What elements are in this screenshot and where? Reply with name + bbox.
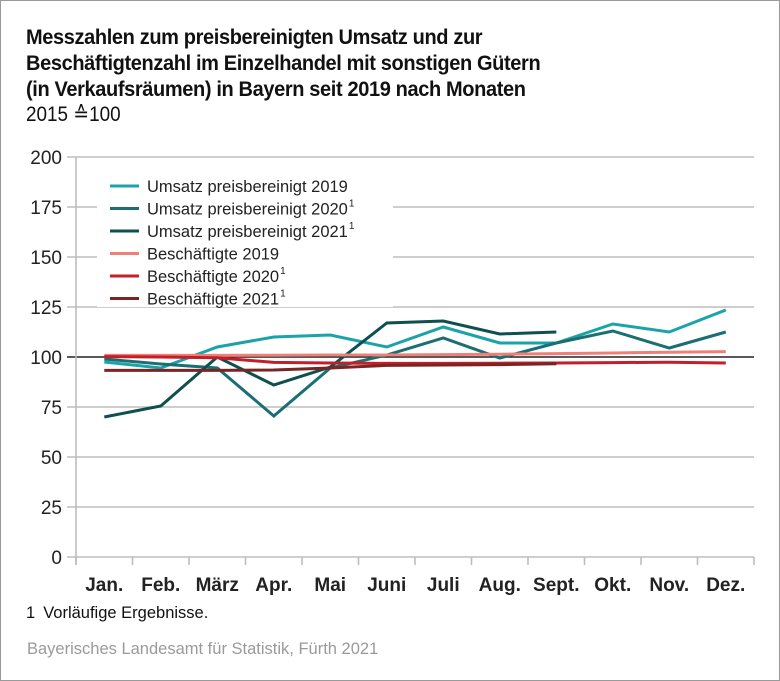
x-tick-label: Apr. <box>255 575 292 596</box>
y-tick-label: 100 <box>30 348 62 369</box>
legend-label: Beschäftigte 2021 <box>147 291 279 309</box>
source-credit: Bayerisches Landesamt für Statistik, Für… <box>27 640 379 658</box>
legend-footnote-marker: 1 <box>280 266 286 277</box>
chart-subtitle: 2015 ≙100 <box>26 103 121 126</box>
footnote-number: 1 <box>26 604 36 622</box>
y-tick-label: 200 <box>30 148 62 169</box>
x-tick-label: Dez. <box>706 575 745 596</box>
legend-footnote-marker: 1 <box>349 221 355 232</box>
x-tick-label: Nov. <box>649 575 689 596</box>
legend-label: Umsatz preisbereinigt 2020 <box>147 201 348 219</box>
x-tick-label: Mai <box>314 575 346 596</box>
legend: Umsatz preisbereinigt 2019 Umsatz preisbe… <box>110 178 355 309</box>
chart-title-line: (in Verkaufsräumen) in Bayern seit 2019 … <box>26 77 526 101</box>
legend-footnote-marker: 1 <box>349 199 355 210</box>
x-tick-label: März <box>196 575 239 596</box>
x-tick-label: Feb. <box>141 575 180 596</box>
y-tick-label: 175 <box>30 198 62 219</box>
x-tick-label: Juni <box>367 575 406 596</box>
series-lines <box>104 308 727 419</box>
y-tick-label: 75 <box>41 398 62 419</box>
legend-background <box>97 170 393 307</box>
series-line-4 <box>104 350 726 357</box>
series-line-1 <box>104 308 727 370</box>
x-tick-label: Okt. <box>594 575 631 596</box>
series-line-5 <box>104 355 726 365</box>
y-axis-ticks: 0 25 50 75 100 125 150 175 200 <box>30 148 62 569</box>
y-tick-label: 0 <box>51 548 62 569</box>
series-line-6 <box>104 362 557 372</box>
x-tick-label: Jan. <box>85 575 123 596</box>
footnote: 1 Vorläufige Ergebnisse. <box>26 604 208 623</box>
y-tick-label: 125 <box>30 298 62 319</box>
x-tick-label: Juli <box>427 575 460 596</box>
legend-footnote-marker: 1 <box>280 289 286 300</box>
y-tick-label: 50 <box>41 448 62 469</box>
y-tick-label: 25 <box>41 498 62 519</box>
chart-title: Messzahlen zum preisbereinigten Umsatz u… <box>26 24 714 102</box>
legend-label: Beschäftigte 2019 <box>147 246 279 264</box>
x-axis: Jan. Feb. März Apr. Mai Juni Juli Aug. Sept. Okt.… <box>75 557 755 596</box>
chart-title-line: Beschäftigtenzahl im Einzelhandel mit so… <box>26 51 541 75</box>
x-tick-label: Sept. <box>533 575 579 596</box>
legend-background-layer <box>97 170 393 307</box>
x-tick-label: Aug. <box>479 575 521 596</box>
y-tick-label: 150 <box>30 248 62 269</box>
series-line-2 <box>104 329 727 418</box>
legend-label: Umsatz preisbereinigt 2021 <box>147 223 348 241</box>
legend-label: Beschäftigte 2020 <box>147 268 279 286</box>
legend-label: Umsatz preisbereinigt 2019 <box>147 178 348 196</box>
chart-title-line: Messzahlen zum preisbereinigten Umsatz u… <box>26 25 483 49</box>
footnote-text: Vorläufige Ergebnisse. <box>43 604 209 622</box>
